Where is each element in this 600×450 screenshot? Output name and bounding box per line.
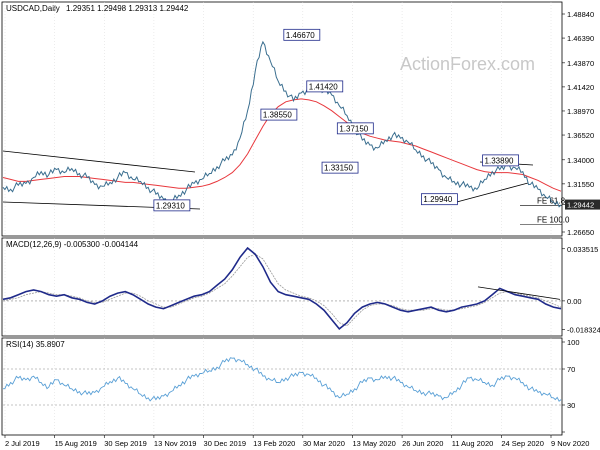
fibo-label: FE 100.0	[537, 216, 570, 225]
annotation-box	[306, 80, 344, 93]
price-annotation: 1.33890	[482, 154, 519, 167]
price-tick-label: 1.46390	[567, 34, 594, 43]
macd-line	[2, 246, 562, 331]
macd-signal-line	[2, 253, 562, 327]
macd-panel-frame	[1, 237, 563, 337]
current-price-label: 1.29442	[567, 201, 594, 210]
rsi-layer	[2, 357, 562, 406]
annotation-box	[482, 154, 519, 167]
rsi-title: RSI(14) 35.8907	[6, 340, 65, 349]
x-tick-label: 13 May 2020	[352, 439, 395, 448]
price-annotation: 1.38550	[260, 108, 298, 121]
upper-trendline	[2, 150, 196, 173]
watermark: ActionForex.com	[400, 54, 535, 74]
symbol-label: USDCAD,Daily	[6, 4, 60, 13]
annotation-label: 1.33150	[324, 164, 353, 173]
price-annotation: 1.46670	[283, 28, 321, 41]
price-tick-label: 1.43870	[567, 59, 594, 68]
current-price-tag	[565, 199, 600, 210]
price-tick-label: 1.48840	[567, 10, 594, 19]
annotation-box	[321, 161, 359, 174]
annotation-label: 1.38550	[263, 111, 292, 120]
price-tick-label: 1.38970	[567, 107, 594, 116]
rsi-tick-label: 30	[567, 401, 575, 410]
price-tick-label: 1.41420	[567, 83, 594, 92]
price-annotation: 1.41420	[306, 80, 344, 93]
price-annotation: 1.33150	[321, 161, 359, 174]
price-tick-label: 1.36520	[567, 131, 594, 140]
rsi-panel-frame	[1, 337, 563, 436]
macd-tick-label: 0.033515	[567, 245, 598, 254]
macd-tick-label: 0.00	[567, 297, 582, 306]
rsi-tick-label: 70	[567, 365, 575, 374]
x-tick-label: 13 Feb 2020	[253, 439, 295, 448]
x-tick-label: 26 Jun 2020	[402, 439, 443, 448]
price-tick-label: 1.34000	[567, 156, 594, 165]
rsi-line	[2, 357, 562, 402]
annotation-label: 1.29310	[156, 201, 185, 210]
price-panel-frame	[1, 1, 563, 237]
x-tick-label: 30 Mar 2020	[303, 439, 345, 448]
moving-average-line	[2, 98, 562, 192]
macd-trendline	[477, 286, 561, 300]
x-tick-label: 11 Aug 2020	[452, 439, 494, 448]
rising-trendline	[452, 182, 529, 204]
price-annotation: 1.37150	[336, 122, 374, 135]
x-tick-label: 13 Nov 2019	[154, 439, 197, 448]
ohlc-label: 1.29351 1.29498 1.29313 1.29442	[66, 4, 189, 13]
annotation-box	[260, 108, 298, 121]
annotation-box	[421, 193, 458, 206]
rsi-tick-label: 100	[567, 338, 580, 347]
macd-tick-label: -0.018324	[567, 325, 600, 334]
price-line	[2, 40, 562, 208]
axis-layer: 1.48840 1.46390 1.43870 1.41420 1.38970 1.365…	[4, 10, 600, 448]
annotation-label: 1.37150	[339, 124, 368, 133]
macd-title: MACD(12,26,9) -0.005300 -0.004144	[6, 240, 139, 249]
price-annotation: 1.29940	[421, 193, 458, 206]
price-tick-label: 1.31550	[567, 180, 594, 189]
annotation-box	[283, 28, 321, 41]
grid-layer	[4, 2, 552, 435]
price-tick-label: 1.26650	[567, 228, 594, 237]
price-layer: FE 61.8FE 100.01.466701.385501.414201.37…	[2, 28, 570, 225]
annotation-label: 1.29940	[423, 195, 452, 204]
x-tick-label: 30 Dec 2019	[204, 439, 247, 448]
macd-layer	[2, 246, 562, 331]
x-tick-label: 24 Sep 2020	[501, 439, 544, 448]
x-tick-label: 15 Aug 2019	[55, 439, 97, 448]
x-tick-label: 30 Sep 2019	[104, 439, 147, 448]
annotation-box	[336, 122, 374, 135]
annotation-box	[153, 199, 191, 212]
x-tick-label: 9 Nov 2020	[551, 439, 589, 448]
annotation-label: 1.41420	[309, 82, 338, 91]
annotation-label: 1.33890	[485, 156, 514, 165]
annotation-label: 1.46670	[286, 31, 315, 40]
x-tick-label: 2 Jul 2019	[5, 439, 40, 448]
price-annotation: 1.29310	[153, 199, 191, 212]
chart-header: USDCAD,Daily 1.29351 1.29498 1.29313 1.2…	[6, 4, 189, 13]
